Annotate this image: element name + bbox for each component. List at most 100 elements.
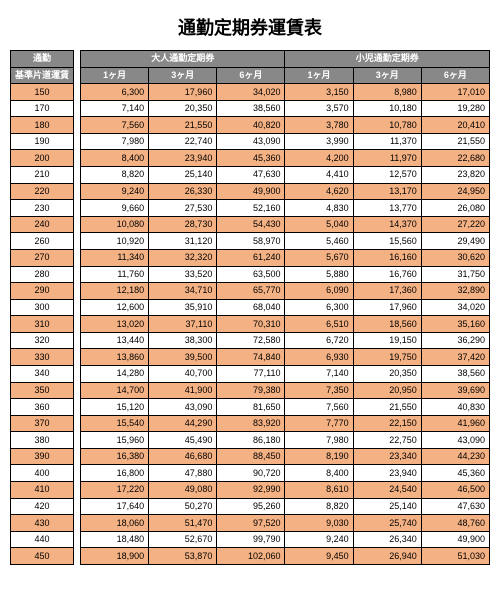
base-fare-row: 170 [11,100,74,117]
fare-cell: 23,340 [353,448,421,465]
fare-row: 6,30017,96034,0203,1508,98017,010 [81,84,490,101]
base-fare-cell: 170 [11,100,74,117]
fare-cell: 4,410 [285,167,353,184]
fare-cell: 17,960 [353,299,421,316]
fare-cell: 74,840 [217,349,285,366]
fare-cell: 10,080 [81,216,149,233]
fare-cell: 63,500 [217,266,285,283]
fare-row: 7,56021,55040,8203,78010,78020,410 [81,117,490,134]
fare-cell: 5,670 [285,249,353,266]
left-header-top: 通勤 [11,51,74,68]
fare-row: 18,06051,47097,5209,03025,74048,760 [81,515,490,532]
fare-cell: 39,690 [421,382,489,399]
fare-cell: 58,970 [217,233,285,250]
fare-cell: 13,020 [81,316,149,333]
fare-row: 7,14020,35038,5603,57010,18019,280 [81,100,490,117]
fare-cell: 102,060 [217,548,285,565]
fare-cell: 23,940 [353,465,421,482]
base-fare-row: 430 [11,515,74,532]
fare-cell: 8,820 [81,167,149,184]
fare-cell: 28,730 [149,216,217,233]
base-fare-row: 350 [11,382,74,399]
base-fare-cell: 300 [11,299,74,316]
base-fare-cell: 210 [11,167,74,184]
fare-cell: 26,330 [149,183,217,200]
fare-row: 13,02037,11070,3106,51018,56035,160 [81,316,490,333]
fare-cell: 8,820 [285,498,353,515]
fare-row: 13,44038,30072,5806,72019,15036,290 [81,332,490,349]
base-fare-row: 220 [11,183,74,200]
fare-cell: 18,900 [81,548,149,565]
fare-cell: 22,740 [149,133,217,150]
base-fare-row: 210 [11,167,74,184]
fare-cell: 30,620 [421,249,489,266]
base-fare-row: 450 [11,548,74,565]
base-fare-row: 290 [11,283,74,300]
fare-row: 9,24026,33049,9004,62013,17024,950 [81,183,490,200]
fare-row: 8,82025,14047,6304,41012,57023,820 [81,167,490,184]
base-fare-row: 320 [11,332,74,349]
fare-cell: 18,560 [353,316,421,333]
fare-cell: 6,930 [285,349,353,366]
fare-cell: 52,670 [149,531,217,548]
base-fare-row: 200 [11,150,74,167]
fare-cell: 20,350 [353,365,421,382]
group-header: 大人通勤定期券 [81,51,285,68]
fare-cell: 17,220 [81,482,149,499]
fare-cell: 32,890 [421,283,489,300]
fare-cell: 6,510 [285,316,353,333]
fare-cell: 35,160 [421,316,489,333]
fare-cell: 27,220 [421,216,489,233]
fare-cell: 15,960 [81,432,149,449]
fare-cell: 48,760 [421,515,489,532]
fare-cell: 20,950 [353,382,421,399]
fare-cell: 43,090 [217,133,285,150]
base-fare-cell: 330 [11,349,74,366]
fare-cell: 21,550 [421,133,489,150]
fare-row: 11,34032,32061,2405,67016,16030,620 [81,249,490,266]
tables-container: 通勤 基準片道運賃 150170180190200210220230240260… [10,50,490,565]
base-fare-cell: 280 [11,266,74,283]
base-fare-row: 370 [11,415,74,432]
base-fare-row: 180 [11,117,74,134]
fare-cell: 25,740 [353,515,421,532]
base-fare-cell: 310 [11,316,74,333]
fare-cell: 27,530 [149,200,217,217]
base-fare-cell: 150 [11,84,74,101]
sub-header: 1ヶ月 [81,67,149,84]
fare-cell: 7,560 [285,399,353,416]
fare-cell: 50,270 [149,498,217,515]
base-fare-cell: 430 [11,515,74,532]
fare-cell: 45,360 [217,150,285,167]
fare-cell: 12,600 [81,299,149,316]
fare-cell: 83,920 [217,415,285,432]
fare-cell: 92,990 [217,482,285,499]
base-fare-cell: 410 [11,482,74,499]
fare-row: 17,22049,08092,9908,61024,54046,500 [81,482,490,499]
fare-row: 16,80047,88090,7208,40023,94045,360 [81,465,490,482]
fare-row: 11,76033,52063,5005,88016,76031,750 [81,266,490,283]
sub-header: 6ヶ月 [421,67,489,84]
fare-cell: 7,770 [285,415,353,432]
fare-cell: 18,060 [81,515,149,532]
base-fare-row: 260 [11,233,74,250]
fare-cell: 38,560 [217,100,285,117]
fare-cell: 8,980 [353,84,421,101]
fare-cell: 3,780 [285,117,353,134]
fare-cell: 15,120 [81,399,149,416]
fare-cell: 49,900 [421,531,489,548]
base-fare-cell: 270 [11,249,74,266]
base-fare-row: 380 [11,432,74,449]
fare-cell: 44,230 [421,448,489,465]
fare-cell: 52,160 [217,200,285,217]
fare-cell: 7,560 [81,117,149,134]
fare-cell: 4,200 [285,150,353,167]
fare-cell: 9,030 [285,515,353,532]
fare-cell: 22,680 [421,150,489,167]
fare-cell: 8,610 [285,482,353,499]
base-fare-table: 通勤 基準片道運賃 150170180190200210220230240260… [10,50,74,565]
fare-cell: 37,420 [421,349,489,366]
fare-cell: 3,990 [285,133,353,150]
fare-cell: 25,140 [353,498,421,515]
fare-cell: 40,700 [149,365,217,382]
